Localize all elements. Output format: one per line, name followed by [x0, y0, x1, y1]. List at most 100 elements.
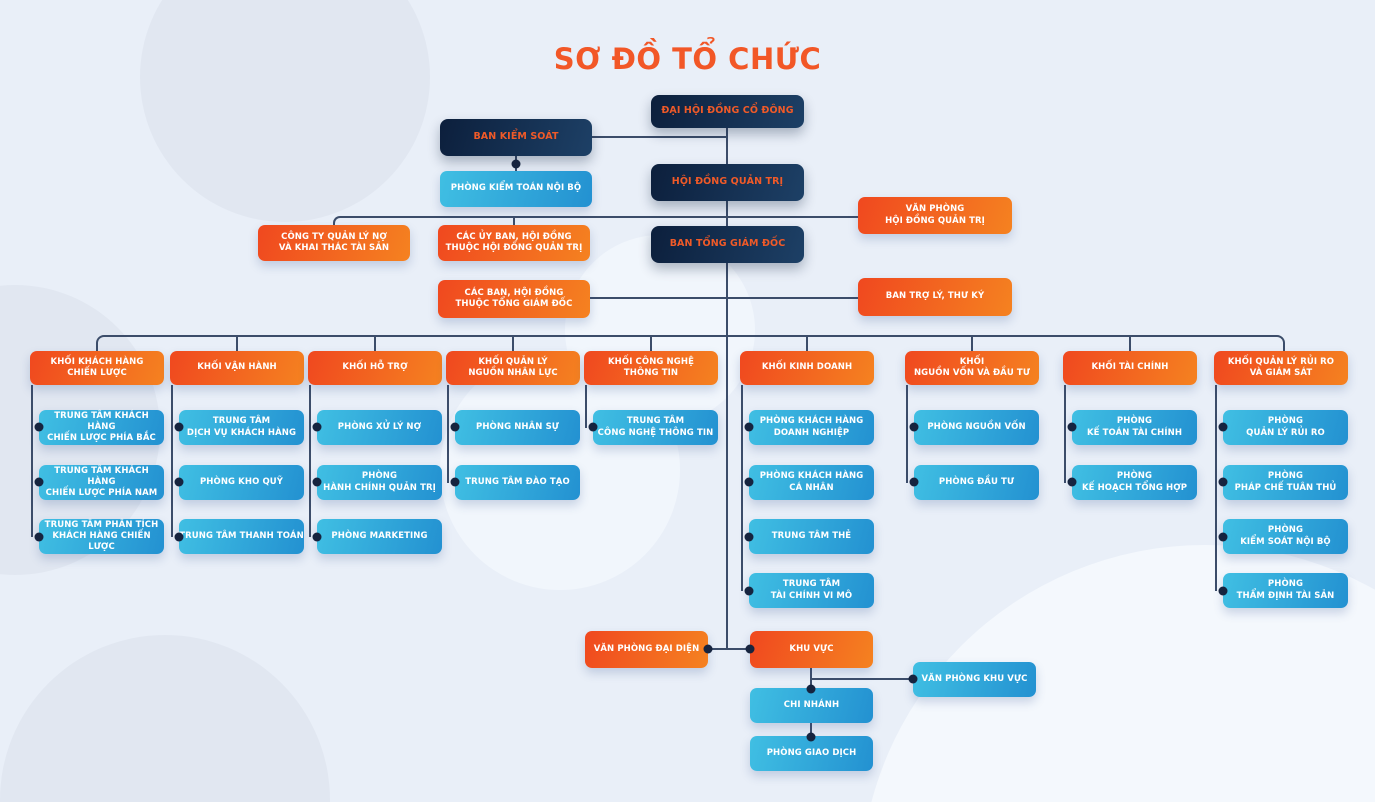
connector-line: [513, 216, 515, 225]
connector-dot: [744, 422, 754, 432]
connector-dot: [703, 644, 713, 654]
connector-line: [906, 385, 908, 483]
connector-dot: [34, 477, 44, 487]
org-unit: PHÒNG KHÁCH HÀNG CÁ NHÂN: [749, 465, 874, 500]
node-debt-management-company: CÔNG TY QUẢN LÝ NỢ VÀ KHAI THÁC TÀI SẢN: [258, 225, 410, 261]
node-region-office: VĂN PHÒNG KHU VỰC: [913, 662, 1036, 697]
background-circle: [0, 635, 330, 802]
connector-line: [741, 385, 743, 591]
division-it: KHỐI CÔNG NGHỆ THÔNG TIN: [584, 351, 718, 385]
connector-dot: [511, 159, 521, 169]
node-ceo-board: BAN TỔNG GIÁM ĐỐC: [651, 226, 804, 263]
node-shareholders-meeting: ĐẠI HỘI ĐỒNG CỔ ĐÔNG: [651, 95, 804, 128]
connector-line: [1064, 385, 1066, 483]
connector-line: [333, 216, 860, 227]
node-bod-committees: CÁC ỦY BAN, HỘI ĐỒNG THUỘC HỘI ĐỒNG QUẢN…: [438, 225, 590, 261]
connector-line: [309, 385, 311, 537]
division-support: KHỐI HỖ TRỢ: [308, 351, 442, 385]
org-unit: TRUNG TÂM KHÁCH HÀNG CHIẾN LƯỢC PHÍA NAM: [39, 465, 164, 500]
org-unit: PHÒNG KẾ HOẠCH TỔNG HỢP: [1072, 465, 1197, 500]
connector-dot: [744, 477, 754, 487]
connector-dot: [806, 684, 816, 694]
node-bod-office: VĂN PHÒNG HỘI ĐỒNG QUẢN TRỊ: [858, 197, 1012, 234]
node-ceo-committees: CÁC BAN, HỘI ĐỒNG THUỘC TỔNG GIÁM ĐỐC: [438, 280, 590, 318]
connector-dot: [1218, 422, 1228, 432]
connector-dot: [312, 477, 322, 487]
connector-line: [236, 335, 238, 351]
connector-line: [726, 201, 728, 226]
org-unit: TRUNG TÂM THANH TOÁN: [179, 519, 304, 554]
connector-line: [96, 335, 1285, 353]
connector-dot: [908, 674, 918, 684]
connector-line: [512, 335, 514, 351]
org-unit: PHÒNG KHO QUỸ: [179, 465, 304, 500]
connector-dot: [1067, 477, 1077, 487]
org-unit: TRUNG TÂM THẺ: [749, 519, 874, 554]
division-finance: KHỐI TÀI CHÍNH: [1063, 351, 1197, 385]
connector-dot: [588, 422, 598, 432]
connector-line: [811, 678, 913, 680]
org-unit: TRUNG TÂM PHÂN TÍCH KHÁCH HÀNG CHIẾN LƯỢ…: [39, 519, 164, 554]
org-unit: TRUNG TÂM DỊCH VỤ KHÁCH HÀNG: [179, 410, 304, 445]
connector-line: [971, 335, 973, 351]
connector-line: [585, 385, 587, 428]
org-unit: PHÒNG MARKETING: [317, 519, 442, 554]
division-hr-management: KHỐI QUẢN LÝ NGUỒN NHÂN LỰC: [446, 351, 580, 385]
page-title: SƠ ĐỒ TỔ CHỨC: [553, 42, 822, 76]
connector-dot: [312, 422, 322, 432]
connector-dot: [909, 477, 919, 487]
division-business: KHỐI KINH DOANH: [740, 351, 874, 385]
connector-dot: [450, 422, 460, 432]
org-unit: TRUNG TÂM ĐÀO TẠO: [455, 465, 580, 500]
node-board-of-directors: HỘI ĐỒNG QUẢN TRỊ: [651, 164, 804, 201]
connector-line: [1129, 335, 1131, 351]
connector-dot: [312, 532, 322, 542]
division-risk-supervision: KHỐI QUẢN LÝ RỦI RO VÀ GIÁM SÁT: [1214, 351, 1348, 385]
connector-dot: [745, 644, 755, 654]
org-unit: TRUNG TÂM TÀI CHÍNH VI MÔ: [749, 573, 874, 608]
node-assistant-secretary: BAN TRỢ LÝ, THƯ KÝ: [858, 278, 1012, 316]
node-internal-audit: PHÒNG KIỂM TOÁN NỘI BỘ: [440, 171, 592, 207]
org-unit: PHÒNG NHÂN SỰ: [455, 410, 580, 445]
division-operations: KHỐI VẬN HÀNH: [170, 351, 304, 385]
connector-line: [1215, 385, 1217, 591]
connector-dot: [1218, 477, 1228, 487]
connector-line: [31, 385, 33, 537]
org-unit: PHÒNG PHÁP CHẾ TUÂN THỦ: [1223, 465, 1348, 500]
connector-line: [726, 263, 728, 649]
node-supervisory-board: BAN KIỂM SOÁT: [440, 119, 592, 156]
org-unit: PHÒNG KHÁCH HÀNG DOANH NGHIỆP: [749, 410, 874, 445]
connector-dot: [1067, 422, 1077, 432]
connector-line: [726, 128, 728, 164]
org-unit: PHÒNG KẾ TOÁN TÀI CHÍNH: [1072, 410, 1197, 445]
connector-dot: [744, 586, 754, 596]
connector-line: [374, 335, 376, 351]
org-unit: PHÒNG QUẢN LÝ RỦI RO: [1223, 410, 1348, 445]
connector-dot: [450, 477, 460, 487]
background-circle: [565, 235, 755, 425]
connector-line: [171, 385, 173, 537]
division-strategic-customers: KHỐI KHÁCH HÀNG CHIẾN LƯỢC: [30, 351, 164, 385]
connector-dot: [34, 422, 44, 432]
connector-line: [447, 385, 449, 483]
node-branch: CHI NHÁNH: [750, 688, 873, 723]
connector-line: [650, 335, 652, 351]
org-unit: PHÒNG NGUỒN VỐN: [914, 410, 1039, 445]
connector-line: [592, 136, 727, 138]
org-unit: TRUNG TÂM KHÁCH HÀNG CHIẾN LƯỢC PHÍA BẮC: [39, 410, 164, 445]
org-unit: PHÒNG HÀNH CHÍNH QUẢN TRỊ: [317, 465, 442, 500]
connector-dot: [174, 477, 184, 487]
connector-dot: [174, 532, 184, 542]
connector-line: [590, 297, 858, 299]
connector-line: [708, 648, 750, 650]
org-unit: PHÒNG KIỂM SOÁT NỘI BỘ: [1223, 519, 1348, 554]
org-unit: PHÒNG XỬ LÝ NỢ: [317, 410, 442, 445]
org-unit: PHÒNG THẨM ĐỊNH TÀI SẢN: [1223, 573, 1348, 608]
org-unit: PHÒNG ĐẦU TƯ: [914, 465, 1039, 500]
connector-line: [806, 335, 808, 351]
node-region: KHU VỰC: [750, 631, 873, 668]
connector-dot: [1218, 532, 1228, 542]
connector-dot: [744, 532, 754, 542]
division-capital-investment: KHỐI NGUỒN VỐN VÀ ĐẦU TƯ: [905, 351, 1039, 385]
